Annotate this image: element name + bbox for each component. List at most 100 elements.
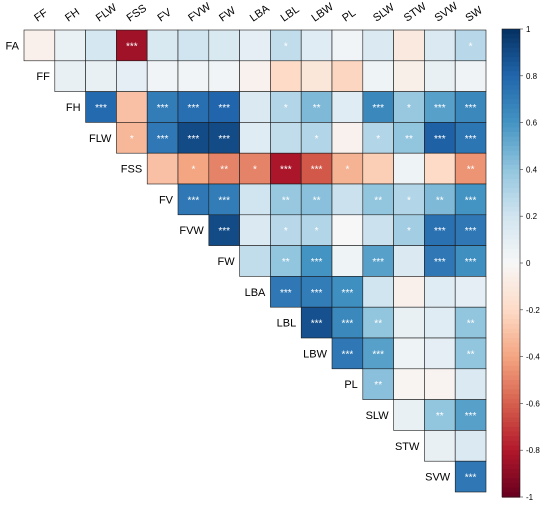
column-label-FVW: FVW (186, 0, 213, 24)
heatmap-cell-FLW-SW (454, 122, 487, 154)
significance-label: *** (372, 257, 384, 268)
legend-color-step (502, 117, 520, 124)
legend-color-step (502, 426, 520, 433)
heatmap-cell-FLW-LBA (239, 122, 271, 154)
heatmap-cell-FA-FH (54, 29, 86, 62)
significance-label: * (376, 134, 380, 145)
legend-color-step (502, 38, 520, 44)
significance-label: *** (280, 288, 292, 299)
heatmap-cell-FVW-FW (208, 214, 240, 246)
heatmap-cell-LBL-PL (331, 306, 364, 339)
heatmap-cell-FF-FH (54, 60, 86, 92)
heatmap-cell-FVW-LBW (300, 214, 333, 246)
heatmap-cell-SVW-SW (454, 460, 487, 493)
legend-color-step (502, 136, 520, 142)
significance-label: *** (218, 226, 230, 237)
legend-color-step (502, 192, 520, 199)
legend-color-step (502, 492, 520, 498)
legend-color-step (502, 459, 520, 465)
significance-label: *** (218, 103, 230, 114)
heatmap-cell-LBA-PL (331, 276, 364, 308)
heatmap-cell-FVW-SW (454, 214, 487, 246)
heatmap-cell-FA-FVW (177, 29, 210, 62)
heatmap-cell-FV-PL (331, 183, 364, 216)
legend-color-step (502, 267, 520, 273)
significance-label: *** (465, 134, 477, 145)
legend-color-step (502, 309, 520, 316)
heatmap-cell-FA-FSS (116, 29, 148, 62)
heatmap-cell-FA-SVW (424, 29, 456, 62)
legend-color-step (502, 43, 520, 49)
row-label-FH: FH (66, 102, 81, 114)
legend-color-step (502, 473, 520, 479)
heatmap-cell-LBW-STW (393, 337, 425, 370)
legend-color-step (502, 417, 520, 423)
legend-color-step (502, 29, 520, 35)
color-legend: 1 0.8 0.6 0.4 0.2 0 -0.2 -0.4 -0.6 -0.8 -1 (501, 25, 540, 502)
heatmap-cell-FW-PL (331, 245, 364, 277)
column-labels: FF FH FLW FSS FV FVW FW LBA LBL LBW PL SLW STW SVW SW (32, 0, 485, 24)
legend-tick-label: -0.2 (526, 306, 540, 315)
significance-label: *** (157, 103, 169, 114)
heatmap-cell-FVW-LBA (239, 214, 271, 246)
heatmap-cell-FH-LBL (270, 91, 302, 123)
heatmap-cell-FLW-LBL (270, 122, 302, 154)
row-label-SLW: SLW (366, 410, 390, 422)
heatmap-cell-PL-STW (393, 368, 425, 400)
column-label-FH: FH (63, 6, 82, 24)
legend-color-step (502, 323, 520, 330)
legend-tick-label: 0.6 (526, 119, 538, 128)
heatmap-cell-FH-FVW (177, 91, 210, 123)
significance-label: ** (467, 165, 475, 176)
significance-label: ** (282, 195, 290, 206)
legend-color-step (502, 319, 520, 325)
row-label-FA: FA (6, 40, 20, 52)
legend-color-step (502, 351, 520, 358)
heatmap-cell-FF-LBL (270, 60, 302, 92)
significance-label: * (407, 103, 411, 114)
significance-label: *** (218, 195, 230, 206)
significance-label: *** (465, 103, 477, 114)
legend-color-step (502, 347, 520, 353)
heatmap-cell-SLW-STW (393, 399, 425, 431)
heatmap-cell-FA-FLW (85, 29, 117, 62)
heatmap-cell-FW-SW (454, 245, 487, 277)
heatmap-cell-FSS-SLW (362, 152, 394, 185)
legend-color-step (502, 478, 520, 484)
column-label-SW: SW (463, 4, 485, 24)
significance-label: ** (313, 195, 321, 206)
significance-label: *** (465, 257, 477, 268)
legend-color-step (502, 122, 520, 128)
heatmap-cell-FF-LBA (239, 60, 271, 92)
heatmap-cell-FSS-FVW (177, 152, 210, 185)
row-label-LBW: LBW (303, 348, 327, 360)
heatmap-cell-FF-LBW (300, 60, 333, 92)
row-label-LBL: LBL (277, 318, 297, 330)
heatmap-cell-LBA-LBL (270, 276, 302, 308)
row-label-FSS: FSS (121, 164, 142, 176)
heatmap-cell-FF-STW (393, 60, 425, 92)
legend-color-step (502, 94, 520, 100)
legend-color-step (502, 445, 520, 451)
heatmap-cell-FW-SVW (424, 245, 456, 277)
legend-color-step (502, 178, 520, 185)
heatmap-cell-FA-FW (208, 29, 240, 62)
significance-label: * (284, 41, 288, 52)
significance-label: * (407, 226, 411, 237)
heatmap-cell-PL-SLW (362, 368, 394, 400)
heatmap-cell-FV-LBA (239, 183, 271, 216)
significance-label: * (284, 226, 288, 237)
legend-color-step (502, 131, 520, 138)
heatmap-cell-LBA-SLW (362, 276, 394, 308)
heatmap-cell-FA-LBW (300, 29, 333, 62)
legend-color-step (502, 258, 520, 264)
heatmap-cell-LBL-SLW (362, 306, 394, 339)
column-label-STW: STW (402, 0, 429, 24)
legend-color-step (502, 155, 520, 161)
heatmap-cell-FSS-SVW (424, 152, 456, 185)
significance-label: *** (311, 165, 323, 176)
legend-color-step (502, 454, 520, 461)
significance-label: *** (465, 226, 477, 237)
row-label-FV: FV (159, 194, 174, 206)
heatmap-cell-FA-LBA (239, 29, 271, 62)
